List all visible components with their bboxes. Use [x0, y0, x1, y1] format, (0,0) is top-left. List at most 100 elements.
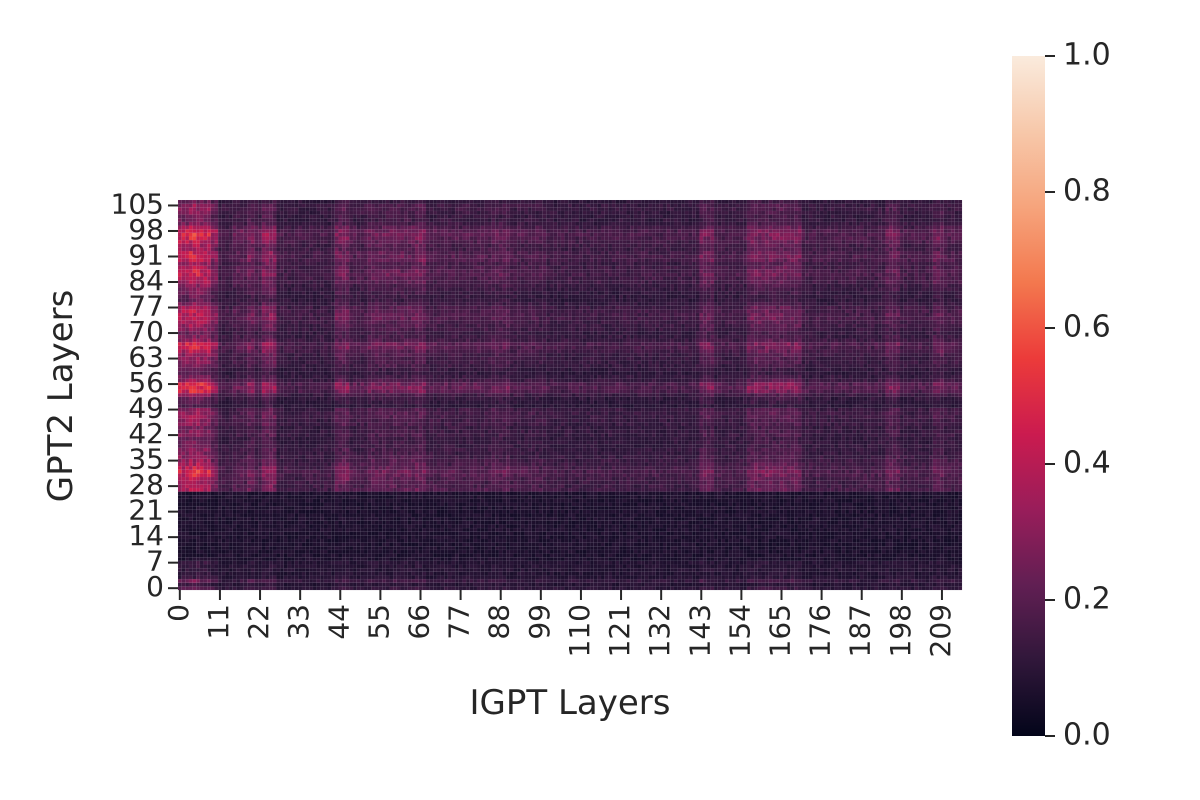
heatmap-cell [291, 513, 295, 518]
heatmap-cell [491, 557, 496, 561]
heatmap-cell [677, 575, 682, 580]
heatmap-cell [823, 538, 828, 543]
heatmap-cell [342, 586, 346, 591]
heatmap-cell [940, 586, 944, 591]
heatmap-cell [385, 513, 390, 518]
heatmap-cell [724, 524, 729, 529]
heatmap-cell [838, 571, 842, 576]
heatmap-cell [590, 560, 594, 565]
heatmap-cell [236, 524, 241, 529]
heatmap-cell [425, 582, 430, 587]
heatmap-cell [958, 568, 963, 572]
heatmap-cell [506, 571, 510, 576]
heatmap-cell [283, 513, 288, 518]
heatmap-cell [415, 546, 419, 550]
heatmap-cell [859, 542, 864, 547]
heatmap-cell [615, 538, 620, 543]
heatmap-cell [261, 538, 266, 543]
heatmap-cell [455, 524, 459, 529]
heatmap-cell [309, 549, 313, 554]
heatmap-cell [199, 549, 204, 554]
heatmap-cell [301, 517, 306, 521]
heatmap-cell [805, 535, 809, 540]
heatmap-cell [750, 546, 755, 550]
heatmap-cell [553, 579, 558, 583]
heatmap-cell [943, 557, 948, 561]
heatmap-cell [838, 549, 842, 554]
heatmap-cell [196, 535, 200, 540]
heatmap-cell [436, 509, 441, 514]
heatmap-cell [546, 557, 550, 561]
heatmap-cell [593, 509, 598, 514]
heatmap-cell [444, 520, 448, 525]
heatmap-cell [517, 538, 521, 543]
heatmap-cell [881, 557, 886, 561]
heatmap-cell [838, 524, 842, 529]
heatmap-cell [648, 506, 653, 510]
heatmap-cell [903, 579, 908, 583]
heatmap-cell [735, 568, 740, 572]
heatmap-cell [571, 509, 576, 514]
heatmap-cell [528, 506, 532, 510]
heatmap-cell [779, 535, 784, 540]
heatmap-cell [331, 509, 335, 514]
heatmap-cell [528, 568, 532, 572]
heatmap-cell [878, 538, 882, 543]
heatmap-cell [783, 560, 788, 565]
heatmap-cell [724, 564, 729, 569]
heatmap-cell [196, 586, 200, 591]
heatmap-cell [728, 557, 733, 561]
heatmap-cell [181, 575, 186, 580]
heatmap-cell [345, 506, 350, 510]
heatmap-cell [670, 582, 674, 587]
heatmap-cell [528, 528, 532, 532]
heatmap-cell [506, 509, 510, 514]
heatmap-cell [593, 579, 598, 583]
heatmap-cell [327, 509, 332, 514]
heatmap-cell [735, 579, 740, 583]
heatmap-cell [929, 571, 933, 576]
heatmap-cell [444, 517, 448, 521]
heatmap-cell [349, 506, 354, 510]
heatmap-cell [900, 542, 904, 547]
heatmap-cell [746, 509, 751, 514]
heatmap-cell [688, 568, 693, 572]
heatmap-cell [907, 509, 911, 514]
heatmap-cell [732, 513, 736, 518]
heatmap-cell [418, 517, 423, 521]
heatmap-cell [630, 542, 634, 547]
heatmap-cell [757, 557, 762, 561]
heatmap-cell [790, 571, 795, 576]
heatmap-cell [265, 586, 270, 591]
heatmap-cell [250, 549, 255, 554]
heatmap-cell [349, 579, 354, 583]
heatmap-cell [604, 528, 609, 532]
heatmap-cell [797, 535, 802, 540]
heatmap-cell [342, 513, 346, 518]
heatmap-cell [590, 582, 594, 587]
heatmap-cell [641, 568, 645, 572]
heatmap-cell [597, 542, 602, 547]
heatmap-cell [185, 557, 189, 561]
heatmap-cell [783, 579, 788, 583]
heatmap-cell [287, 513, 292, 518]
heatmap-cell [557, 524, 561, 529]
heatmap-cell [425, 520, 430, 525]
heatmap-cell [462, 553, 467, 558]
heatmap-cell [192, 557, 197, 561]
heatmap-cell [794, 557, 798, 561]
heatmap-cell [484, 553, 489, 558]
heatmap-cell [885, 535, 890, 540]
heatmap-cell [429, 535, 434, 540]
heatmap-cell [739, 535, 744, 540]
heatmap-cell [848, 542, 853, 547]
heatmap-cell [487, 528, 492, 532]
heatmap-cell [298, 506, 303, 510]
heatmap-cell [867, 575, 871, 580]
heatmap-cell [269, 531, 273, 536]
heatmap-cell [272, 524, 277, 529]
heatmap-cell [473, 524, 478, 529]
heatmap-cell [611, 528, 616, 532]
heatmap-cell [243, 531, 248, 536]
heatmap-cell [659, 571, 664, 576]
